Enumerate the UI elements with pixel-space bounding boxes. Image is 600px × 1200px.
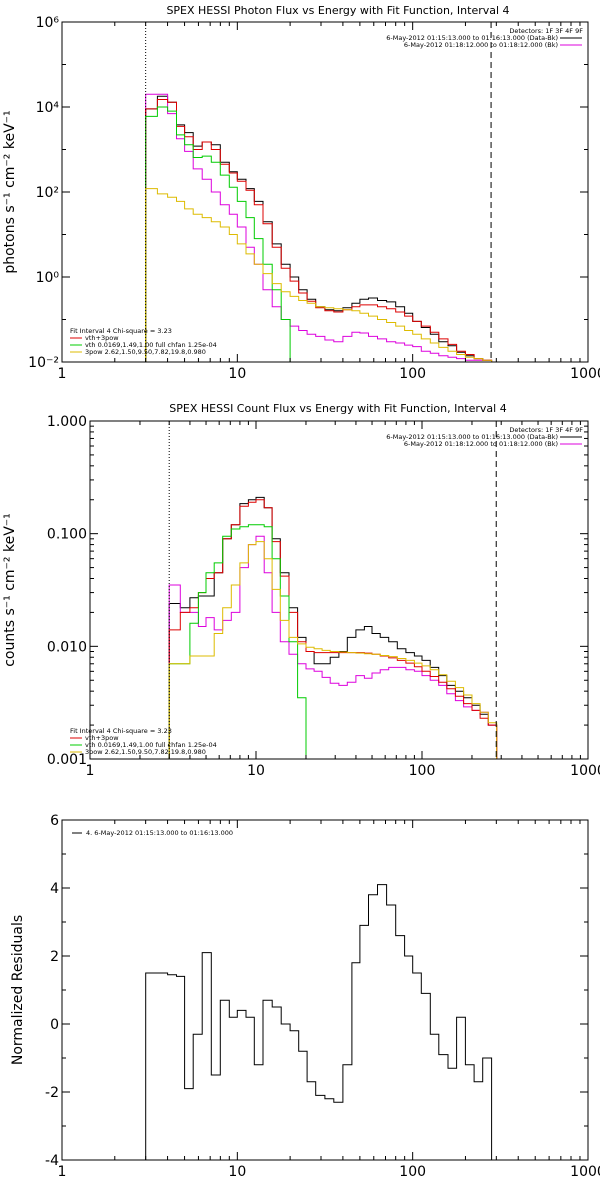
x-tick-label: 1 [58, 1164, 67, 1180]
y-tick-label: 0 [50, 1017, 59, 1033]
panel1-title: SPEX HESSI Photon Flux vs Energy with Fi… [166, 4, 509, 17]
panel2-title: SPEX HESSI Count Flux vs Energy with Fit… [169, 402, 506, 415]
y-tick-label: 10⁰ [36, 270, 60, 286]
panel2-legend-fit-interval: Fit Interval 4 Chi-square = 3.23 [70, 727, 172, 735]
panel2-legend-detectors: Detectors: 1F 3F 4F 9F [509, 426, 583, 434]
panel1-legend-bk: 6-May-2012 01:18:12.000 to 01:18:12.000 … [404, 41, 558, 49]
panel1-series-1 [145, 93, 493, 362]
x-tick-label: 100 [399, 1164, 426, 1180]
panel3-legend: 4. 6-May-2012 01:15:13.000 to 01:16:13.0… [72, 829, 233, 837]
y-tick-label: 2 [50, 949, 59, 965]
y-tick-label: 10⁶ [36, 15, 60, 31]
panel1-legend-detectors: Detectors: 1F 3F 4F 9F [509, 27, 583, 35]
panel1-series-0 [145, 95, 493, 362]
panel1-series-3 [145, 106, 492, 362]
x-tick-label: 100 [409, 763, 436, 779]
panel3-y-ticks: -4 -2 0 2 4 6 [45, 813, 588, 1169]
panel1-legend-top-right: Detectors: 1F 3F 4F 9F 6-May-2012 01:15:… [386, 27, 583, 49]
panel2-axes-frame [89, 420, 589, 760]
panel2-series-3 [168, 524, 497, 759]
panel1-y-ticks: 10⁻² 10⁰ 10² 10⁴ 10⁶ [28, 15, 588, 371]
panel2-series-4 [168, 541, 498, 759]
count-flux-panel: SPEX HESSI Count Flux vs Energy with Fit… [2, 402, 600, 779]
y-tick-label: 10² [36, 185, 59, 201]
x-tick-label: 1 [58, 366, 67, 382]
panel3-y-axis-label: Normalized Residuals [10, 915, 26, 1065]
panel1-legend-3pow: 3pow 2.62,1.50,9.50,7.82,19.8,0.980 [85, 348, 206, 356]
panel2-y-axis-label: counts s⁻¹ cm⁻² keV⁻¹ [2, 513, 18, 667]
panel2-series-0 [168, 496, 498, 759]
y-tick-label: 10⁴ [36, 100, 60, 116]
panel2-plot-area [168, 421, 498, 759]
panel1-y-axis-label: photons s⁻¹ cm⁻² keV⁻¹ [2, 110, 18, 273]
y-tick-label: 10⁻² [28, 355, 59, 371]
panel2-legend-data-bk: 6-May-2012 01:15:13.000 to 01:16:13.000 … [386, 433, 558, 441]
y-tick-label: -4 [45, 1153, 59, 1169]
panel1-legend-data-bk: 6-May-2012 01:15:13.000 to 01:16:13.000 … [386, 34, 558, 42]
panel1-plot-area [145, 22, 493, 362]
x-tick-label: 100 [399, 366, 426, 382]
panel2-legend-bk: 6-May-2012 01:18:12.000 to 01:18:12.000 … [404, 440, 558, 448]
panel1-series-4 [145, 188, 493, 362]
panel2-legend-top-right: Detectors: 1F 3F 4F 9F 6-May-2012 01:15:… [386, 426, 583, 448]
panel2-series-1 [168, 535, 498, 759]
y-tick-label: 1.000 [47, 414, 87, 430]
x-tick-label: 10 [228, 1164, 246, 1180]
panel3-series-0 [145, 884, 493, 1160]
panel3-legend-label: 4. 6-May-2012 01:15:13.000 to 01:16:13.0… [86, 829, 233, 837]
panel2-legend-vth3pow: vth+3pow [85, 734, 119, 742]
panel2-legend-bottom-left: Fit Interval 4 Chi-square = 3.23 vth+3po… [70, 727, 217, 756]
y-tick-label: -2 [45, 1085, 59, 1101]
panel1-legend-bottom-left: Fit Interval 4 Chi-square = 3.23 vth+3po… [70, 327, 217, 356]
x-tick-label: 10 [228, 366, 246, 382]
y-tick-label: 0.010 [47, 639, 87, 655]
panel1-legend-vth: vth 0.0169,1.49,1.00 full chfan 1.25e-04 [85, 341, 217, 349]
x-tick-label: 1 [86, 763, 95, 779]
y-tick-label: 0.001 [47, 752, 87, 768]
panel3-axes-frame [61, 819, 589, 1161]
photon-flux-panel: SPEX HESSI Photon Flux vs Energy with Fi… [2, 4, 600, 382]
panel1-legend-fit-interval: Fit Interval 4 Chi-square = 3.23 [70, 327, 172, 335]
x-tick-label: 10 [247, 763, 265, 779]
panel1-legend-vth3pow: vth+3pow [85, 334, 119, 342]
panel3-plot-area [145, 884, 493, 1160]
panel2-legend-vth: vth 0.0169,1.49,1.00 full chfan 1.25e-04 [85, 741, 217, 749]
panel2-legend-3pow: 3pow 2.62,1.50,9.50,7.82,19.8,0.980 [85, 748, 206, 756]
panel1-series-2 [145, 99, 493, 362]
y-tick-label: 0.100 [47, 527, 87, 543]
y-tick-label: 6 [50, 813, 59, 829]
panel2-y-ticks: 0.001 0.010 0.100 1.000 [47, 414, 588, 768]
y-tick-label: 4 [50, 881, 59, 897]
